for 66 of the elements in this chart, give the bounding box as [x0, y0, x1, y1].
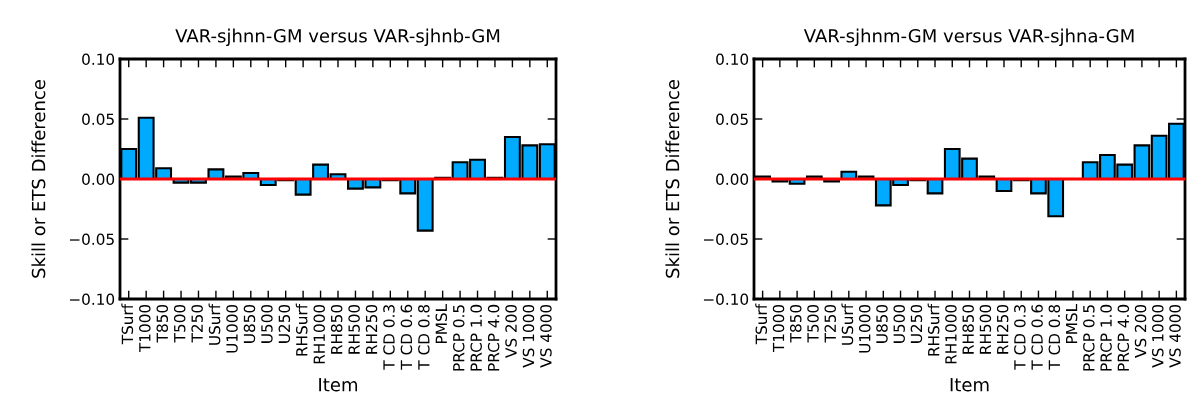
x-tick-label: RH850: [330, 304, 343, 354]
y-tick-label: −0.10: [69, 293, 115, 306]
x-tick-label: PRCP 4.0: [1117, 304, 1130, 371]
x-tick-label: PRCP 1.0: [470, 304, 482, 371]
x-tick-label: RH1000: [313, 304, 325, 364]
x-tick-label: PRCP 1.0: [1100, 304, 1112, 371]
chart-title: VAR-sjhnm-GM versus VAR-sjhna-GM: [803, 28, 1134, 47]
x-axis-title: Item: [319, 378, 358, 392]
x-tick-label: T CD 0.6: [1031, 304, 1043, 370]
x-tick-label: U250: [910, 304, 923, 343]
x-tick-label: U500: [261, 304, 273, 343]
x-tick-label: USurf: [841, 303, 854, 345]
y-tick-label: 0.05: [716, 113, 748, 126]
x-axis-title: Item: [950, 378, 989, 392]
x-tick-label: RH1000: [945, 304, 957, 364]
x-tick-label: U850: [243, 304, 256, 343]
y-tick-label: −0.10: [703, 293, 749, 306]
x-tick-label: T CD 0.8: [418, 304, 430, 370]
x-tick-label: PRCP 0.5: [452, 305, 465, 371]
x-tick-label: U500: [893, 304, 905, 343]
x-tick-label: T250: [191, 304, 203, 343]
x-tick-label: RH250: [996, 304, 1009, 354]
x-tick-label: T500: [807, 304, 819, 343]
x-tick-label: VS 1000: [522, 304, 535, 368]
x-tick-label: VS 200: [505, 304, 517, 358]
x-tick-label: VS 4000: [1169, 304, 1181, 368]
chart-title: VAR-sjhnn-GM versus VAR-sjhnb-GM: [175, 28, 500, 47]
x-tick-label: VS 200: [1134, 304, 1147, 358]
x-tick-label: T CD 0.3: [1014, 305, 1026, 370]
y-axis-title: Skill or ETS Difference: [31, 80, 46, 278]
x-tick-label: T850: [156, 304, 169, 343]
x-tick-label: VS 1000: [1152, 304, 1164, 368]
x-tick-label: U1000: [226, 304, 238, 353]
x-tick-label: PMSL: [1065, 303, 1078, 343]
y-tick-label: 0.10: [716, 53, 749, 66]
x-tick-label: T250: [824, 304, 837, 343]
x-tick-label: RHSurf: [927, 303, 940, 356]
x-tick-label: RH850: [962, 304, 974, 354]
x-tick-label: RH500: [348, 304, 360, 354]
y-tick-label: 0.10: [82, 53, 115, 66]
y-tick-label: −0.05: [69, 233, 114, 246]
x-tick-label: RH500: [979, 304, 992, 354]
x-tick-label: T CD 0.3: [383, 305, 395, 370]
x-tick-label: T CD 0.8: [1048, 304, 1061, 370]
x-tick-label: T CD 0.6: [400, 304, 413, 370]
x-tick-label: T850: [789, 304, 802, 343]
x-tick-label: T500: [173, 304, 186, 343]
y-tick-label: −0.05: [703, 233, 748, 246]
x-tick-label: PRCP 0.5: [1083, 305, 1095, 371]
x-tick-label: TSurf: [755, 303, 768, 345]
x-tick-label: TSurf: [121, 303, 134, 345]
x-tick-label: PMSL: [435, 303, 448, 343]
x-tick-label: U1000: [858, 304, 871, 353]
x-tick-label: RHSurf: [295, 303, 308, 356]
x-tick-label: T1000: [139, 304, 151, 353]
y-tick-label: 0.05: [82, 113, 114, 126]
x-tick-label: T1000: [772, 304, 785, 353]
x-tick-label: VS 4000: [540, 304, 552, 368]
y-tick-label: 0.00: [716, 173, 749, 186]
y-tick-label: 0.00: [82, 173, 115, 186]
x-tick-label: USurf: [208, 303, 221, 345]
x-tick-label: PRCP 4.0: [487, 304, 500, 371]
x-tick-label: RH250: [365, 304, 378, 354]
x-tick-label: U850: [876, 304, 888, 343]
y-axis-title: Skill or ETS Difference: [665, 80, 680, 278]
x-tick-label: U250: [278, 304, 291, 343]
